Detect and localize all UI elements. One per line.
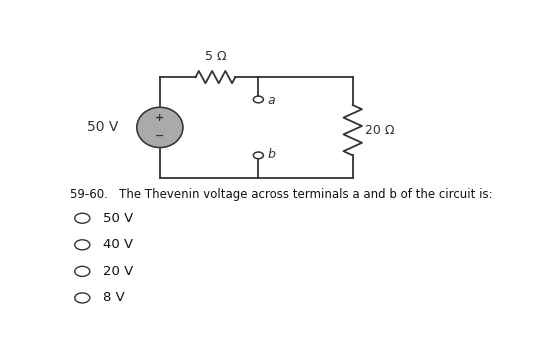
- Text: 20 Ω: 20 Ω: [365, 124, 395, 137]
- Text: +: +: [155, 114, 164, 123]
- Text: 40 V: 40 V: [103, 238, 134, 251]
- Text: 59-60.   The Thevenin voltage across terminals a and b of the circuit is:: 59-60. The Thevenin voltage across termi…: [70, 188, 492, 200]
- Text: 50 V: 50 V: [87, 121, 118, 134]
- Text: 50 V: 50 V: [103, 212, 134, 225]
- Text: b: b: [268, 148, 275, 161]
- Text: 5 Ω: 5 Ω: [204, 50, 226, 63]
- Text: a: a: [268, 94, 275, 107]
- Text: 8 V: 8 V: [103, 291, 125, 305]
- Text: −: −: [155, 131, 164, 141]
- Ellipse shape: [137, 107, 183, 147]
- Text: 20 V: 20 V: [103, 265, 134, 278]
